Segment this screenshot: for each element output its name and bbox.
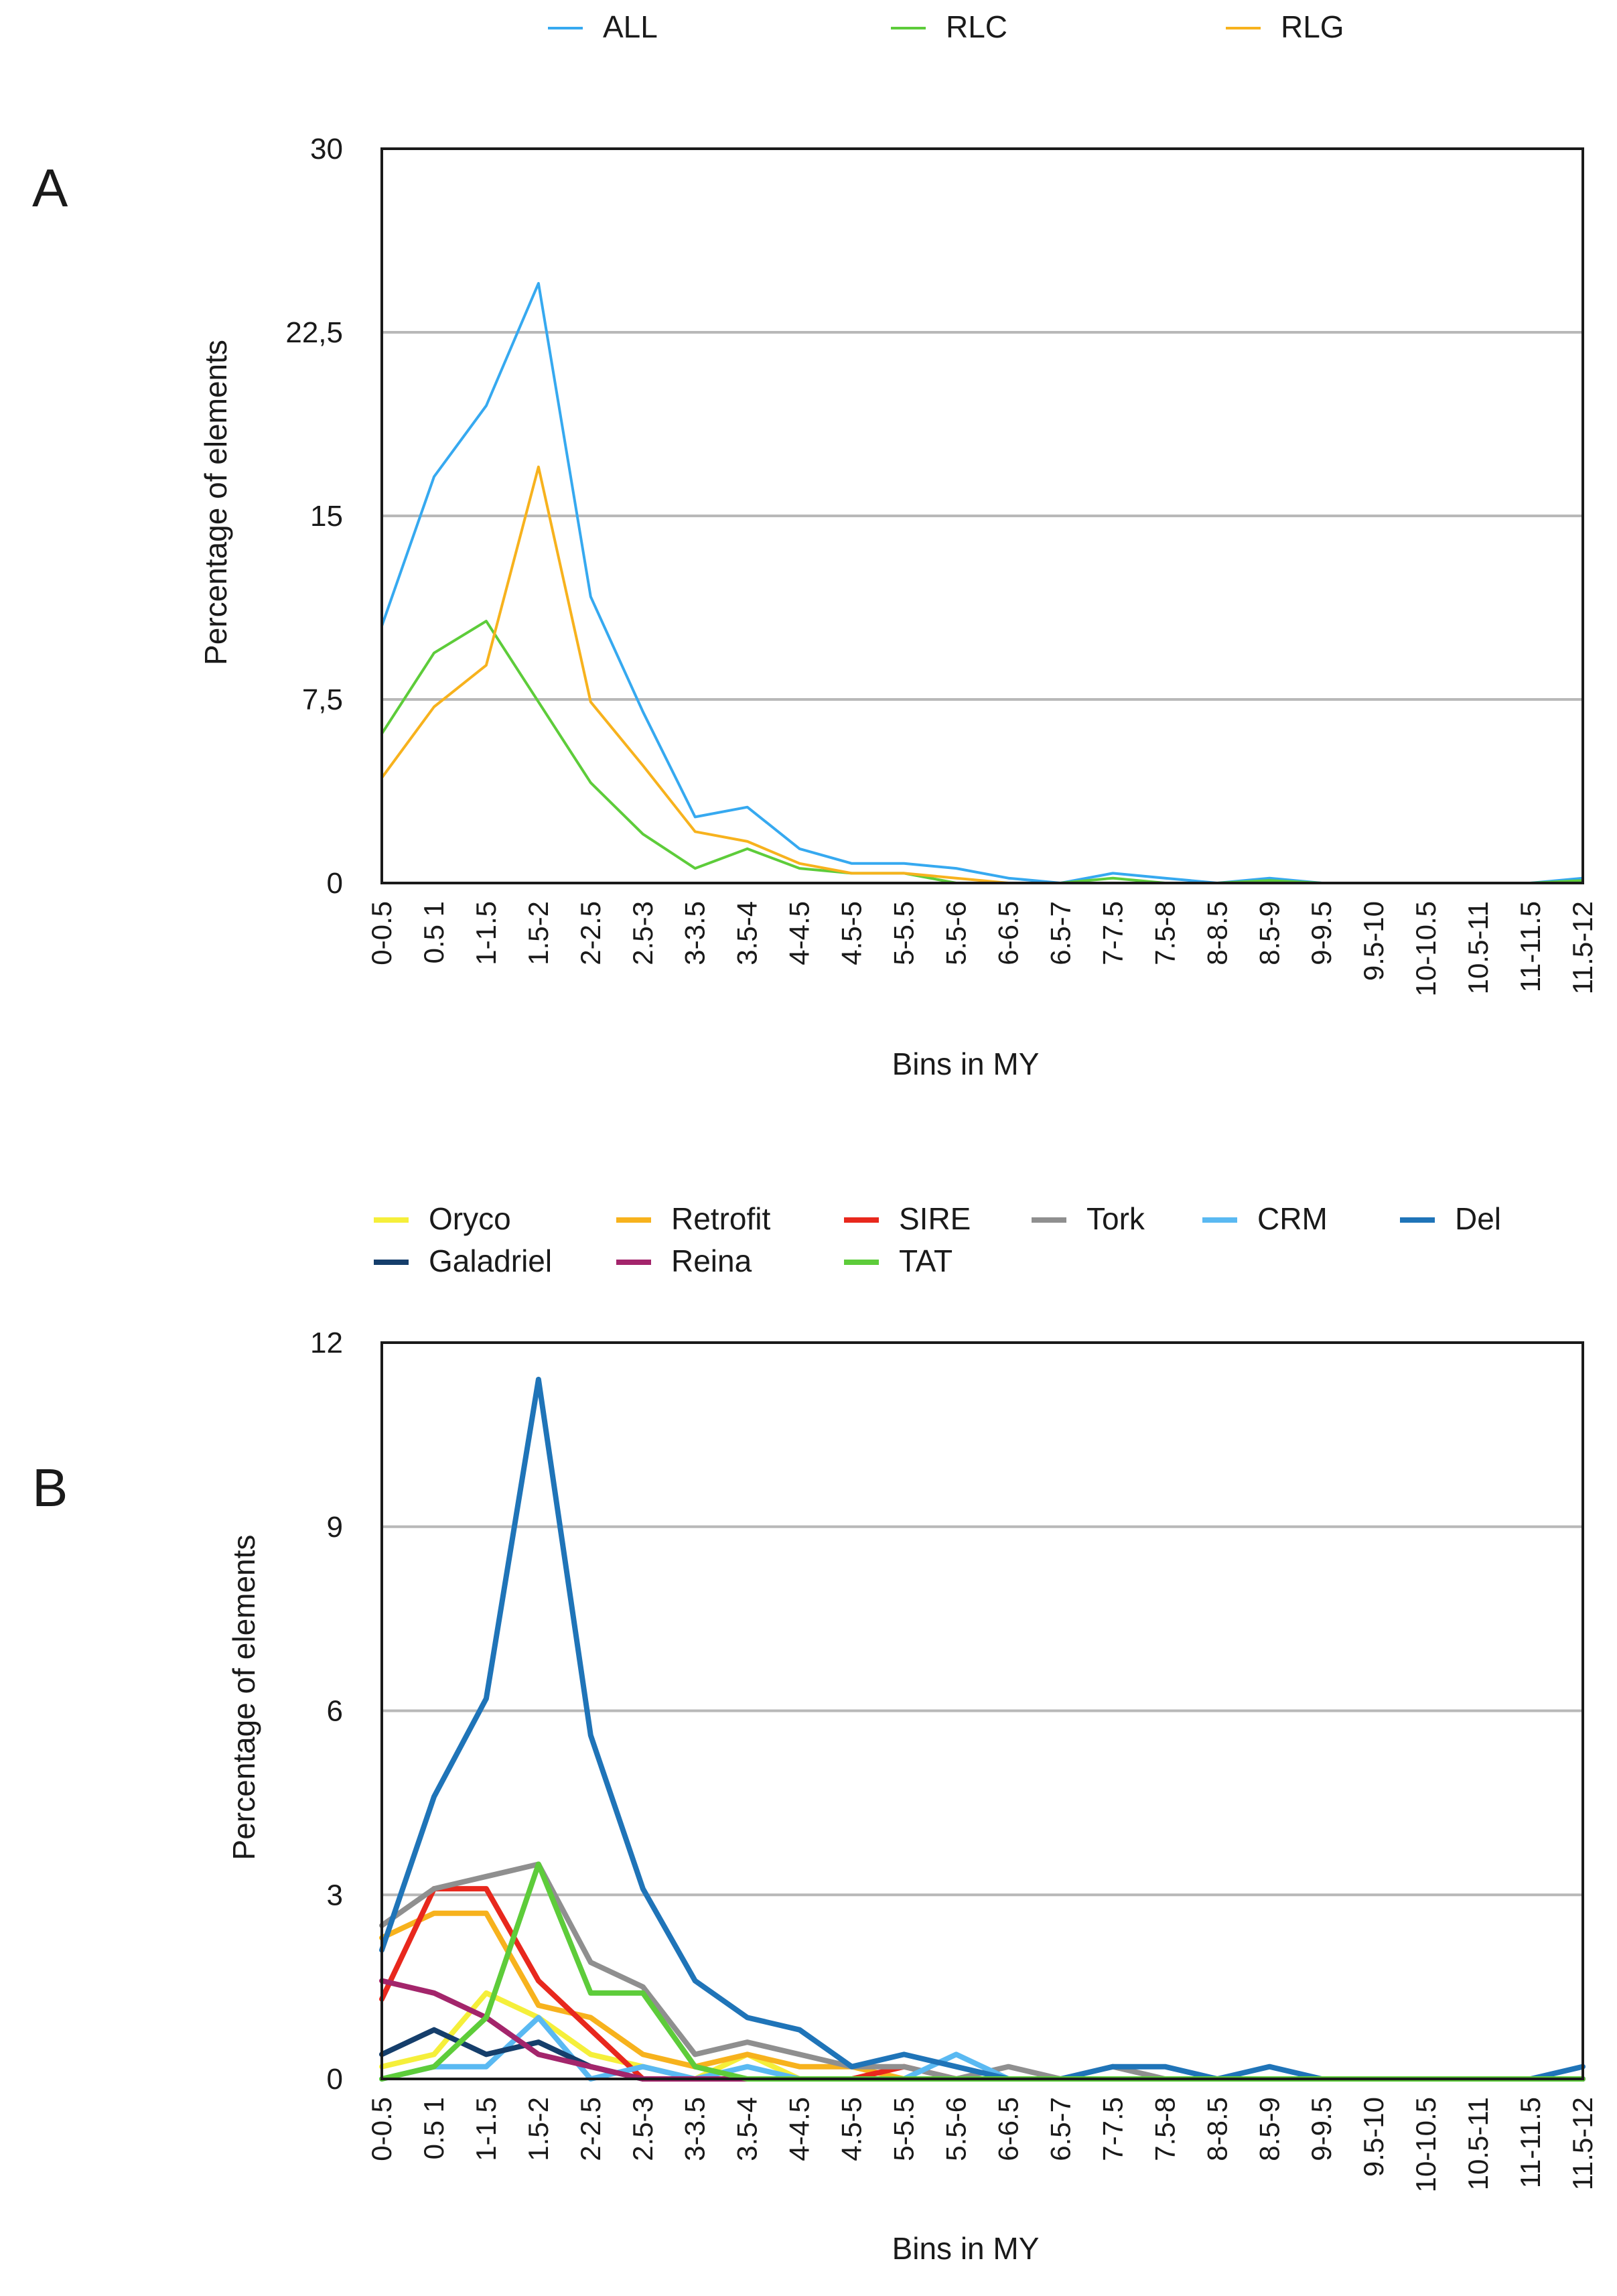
y-tick-label: 15 [310,500,343,533]
x-axis-title: Bins in MY [892,2231,1040,2266]
x-tick-label: 10.5-11 [1462,901,1494,994]
legend-item-rlg: RLG [1226,9,1344,44]
panel-b-letter: B [32,1458,68,1517]
x-tick-label: 6-6.5 [992,901,1024,965]
x-tick-label: 3.5-4 [731,901,763,965]
x-tick-label: 4-4.5 [784,2097,815,2161]
x-tick-label: 6.5-7 [1044,2097,1076,2161]
x-tick-label: 0.5 1 [418,2097,449,2159]
legend-label: TAT [899,1243,953,1278]
plot-frame [380,1341,1584,2080]
x-tick-label: 9.5-10 [1358,2097,1389,2177]
x-tick-label: 2.5-3 [627,901,658,965]
y-tick-label: 12 [310,1327,343,1359]
x-tick-label: 5.5-6 [940,901,972,965]
legend-label: Del [1455,1201,1501,1236]
legend-item-crm: CRM [1202,1201,1328,1236]
x-tick-label: 6-6.5 [992,2097,1024,2161]
legend-item-oryco: Oryco [374,1201,511,1236]
legend-item-all: ALL [548,9,658,44]
legend-label: Reina [671,1243,752,1278]
x-tick-label: 6.5-7 [1044,901,1076,965]
panel-b-legend: Oryco Retrofit SIRE Tork CRM Del Galadriel Rein… [374,1201,1501,1278]
x-tick-label: 10.5-11 [1462,2097,1494,2190]
legend-item-rlc: RLC [891,9,1007,44]
legend-item-reina: Reina [616,1243,752,1278]
x-tick-label: 8-8.5 [1201,901,1233,965]
x-tick-label: 3.5-4 [731,2097,763,2161]
y-tick-label: 3 [327,1879,343,1911]
x-tick-label: 3-3.5 [679,2097,711,2161]
x-tick-label: 0-0.5 [366,2097,397,2161]
x-tick-label: 1.5-2 [522,901,554,965]
panel-a: A ALL RLC RLG 0 7,5 15 22,5 30 0-0.5 0.5 1 1-1.5 1… [32,9,1598,1081]
x-tick-label: 3-3.5 [679,901,711,965]
x-tick-label: 4.5-5 [836,901,867,965]
panel-a-legend: ALL RLC RLG [548,9,1344,44]
x-tick-label: 8.5-9 [1253,901,1285,965]
y-axis-title: Percentage of elements [226,1535,261,1861]
legend-label: Galadriel [429,1243,552,1278]
x-tick-label: 4-4.5 [784,901,815,965]
y-tick-label: 0 [327,2063,343,2096]
x-tick-label: 11-11.5 [1515,901,1546,992]
y-tick-label: 0 [327,867,343,900]
x-tick-label: 7.5-8 [1149,901,1180,965]
x-tick-label: 1-1.5 [470,901,502,965]
legend-item-tat: TAT [844,1243,953,1278]
x-tick-label: 10-10.5 [1410,2097,1442,2192]
y-tick-label: 30 [310,133,343,165]
legend-item-galadriel: Galadriel [374,1243,552,1278]
x-tick-label: 11.5-12 [1567,2097,1598,2190]
plot-frame [380,147,1584,884]
x-tick-label: 9-9.5 [1306,901,1337,965]
x-tick-label: 7-7.5 [1097,2097,1128,2161]
x-axis-title: Bins in MY [892,1046,1040,1081]
legend-item-retrofit: Retrofit [616,1201,770,1236]
x-tick-label: 10-10.5 [1410,901,1442,996]
legend-label: ALL [603,9,658,44]
x-tick-label: 2-2.5 [575,2097,606,2161]
panel-b: B Oryco Retrofit SIRE Tork CRM Del Galadriel Re… [32,1201,1598,2266]
x-tick-label: 7-7.5 [1097,901,1128,965]
x-tick-label: 5.5-6 [940,2097,972,2161]
legend-label: Tork [1086,1201,1145,1236]
x-tick-label: 4.5-5 [836,2097,867,2161]
y-tick-label: 6 [327,1695,343,1728]
panel-b-plot: 0 3 6 9 12 0-0.5 0.5 1 1-1.5 1.5-2 2-2.5 2.5-3 3-3.… [226,1327,1598,2266]
legend-label: Retrofit [671,1201,770,1236]
x-tick-label: 2-2.5 [575,901,606,965]
x-tick-label: 2.5-3 [627,2097,658,2161]
x-tick-label: 0.5 1 [418,901,449,963]
x-tick-label: 7.5-8 [1149,2097,1180,2161]
legend-label: SIRE [899,1201,971,1236]
x-tick-label: 1.5-2 [522,2097,554,2161]
legend-label: RLC [946,9,1007,44]
x-tick-label: 5-5.5 [888,901,920,965]
x-tick-label: 8-8.5 [1201,2097,1233,2161]
x-tick-label: 9.5-10 [1358,901,1389,981]
panel-a-letter: A [32,158,68,218]
x-tick-label: 1-1.5 [470,2097,502,2161]
x-tick-label: 11-11.5 [1515,2097,1546,2188]
y-tick-label: 7,5 [302,683,343,716]
legend-item-del: Del [1400,1201,1501,1236]
y-tick-label: 22,5 [285,316,343,349]
legend-label: RLG [1281,9,1344,44]
legend-item-tork: Tork [1032,1201,1145,1236]
x-tick-label: 0-0.5 [366,901,397,965]
y-axis-title: Percentage of elements [198,340,233,665]
legend-label: Oryco [429,1201,511,1236]
legend-label: CRM [1257,1201,1328,1236]
y-tick-label: 9 [327,1511,343,1544]
x-tick-label: 8.5-9 [1253,2097,1285,2161]
x-tick-label: 5-5.5 [888,2097,920,2161]
x-tick-label: 11.5-12 [1567,901,1598,994]
x-tick-label: 9-9.5 [1306,2097,1337,2161]
legend-item-sire: SIRE [844,1201,971,1236]
panel-a-plot: 0 7,5 15 22,5 30 0-0.5 0.5 1 1-1.5 1.5-2 2-2.5 2.5… [198,133,1598,1081]
